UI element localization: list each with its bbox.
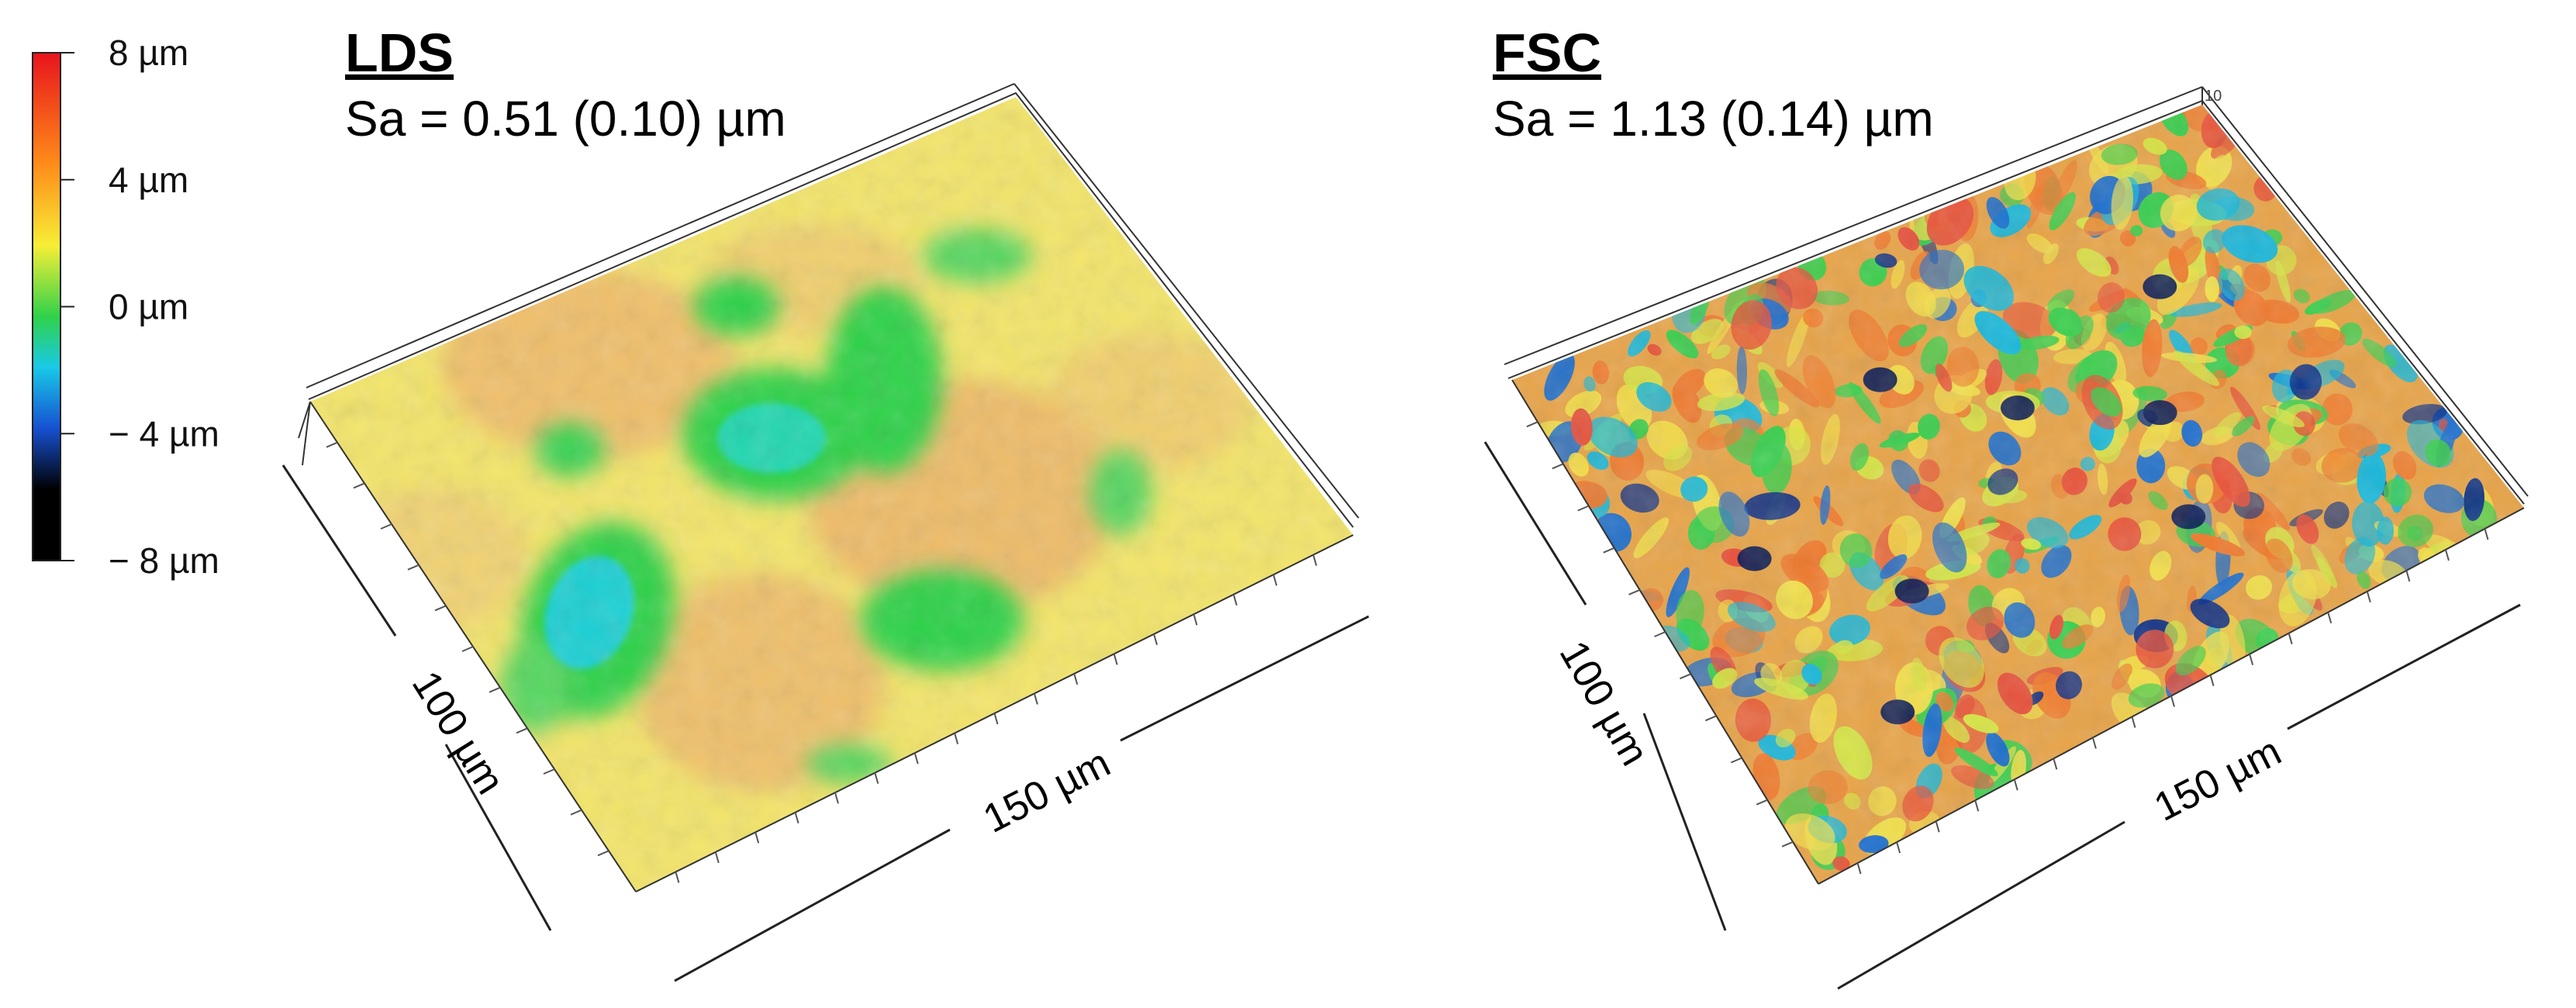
- axis-tick: [489, 686, 501, 693]
- axis-tick: [2170, 696, 2175, 707]
- panel-lds: LDS Sa = 0.51 (0.10) µm: [281, 22, 1369, 982]
- axis-tick: [913, 752, 919, 765]
- axis-tick: [874, 772, 879, 784]
- axis-tick: [1193, 613, 1198, 626]
- axis-tick: [434, 605, 447, 612]
- axis-tick: [1033, 693, 1038, 705]
- axis-tick: [516, 727, 528, 734]
- lds-frame: [306, 83, 1359, 528]
- fsc-surface: [1512, 105, 2524, 884]
- axis-tick: [1730, 757, 1742, 764]
- axis-tick: [353, 482, 365, 489]
- axis-tick: [2444, 549, 2450, 561]
- axis-tick: [1781, 841, 1794, 847]
- axis-tick: [1974, 799, 1980, 812]
- axis-tick: [2209, 675, 2215, 686]
- axis-tick: [2131, 716, 2136, 728]
- axis-tick: [954, 733, 959, 744]
- axis-tick: [1526, 421, 1538, 428]
- axis-tick: [1113, 654, 1118, 665]
- axis-tick: [1756, 799, 1768, 806]
- axis-tick: [543, 768, 555, 775]
- axis-tick: [1896, 841, 1901, 854]
- axis-tick: [326, 441, 338, 448]
- axis-tick: [597, 850, 609, 857]
- axis-tick: [1935, 820, 1940, 833]
- fsc-corner-label: 10: [2205, 88, 2222, 105]
- colorbar-gradient: [32, 52, 61, 561]
- colorbar: 8 µm 4 µm 0 µm − 4 µm − 8 µm: [32, 33, 219, 581]
- panel-lds-title: LDS: [345, 22, 454, 83]
- axis-tick: [1312, 554, 1317, 566]
- lds-width-label: 150 µm: [976, 740, 1117, 842]
- panel-fsc: FSC Sa = 1.13 (0.14) µm 10 100 µm 150 µ: [1483, 22, 2529, 990]
- axis-tick: [993, 713, 999, 725]
- axis-tick: [1552, 463, 1564, 470]
- lds-dimension-lines: [281, 464, 1369, 982]
- panel-fsc-title: FSC: [1493, 22, 1601, 83]
- axis-tick: [2091, 737, 2097, 749]
- panel-lds-sa-value: Sa = 0.51 (0.10) µm: [345, 91, 786, 147]
- axis-tick: [1654, 631, 1666, 637]
- axis-tick: [1680, 673, 1691, 680]
- panel-fsc-sa-value: Sa = 1.13 (0.14) µm: [1493, 91, 1934, 147]
- axis-tick: [675, 872, 680, 883]
- axis-tick: [1232, 594, 1238, 606]
- axis-tick: [2053, 758, 2058, 770]
- lds-depth-label: 100 µm: [403, 664, 513, 803]
- axis-tick: [1073, 673, 1079, 685]
- axis-tick: [2249, 654, 2254, 665]
- axis-tick: [754, 832, 760, 844]
- fsc-depth-label: 100 µm: [1551, 633, 1657, 773]
- axis-tick: [1153, 633, 1159, 646]
- axis-tick: [2405, 570, 2411, 582]
- axis-tick: [1272, 574, 1278, 586]
- colorbar-tick-label: − 4 µm: [109, 413, 219, 454]
- axis-tick: [1628, 589, 1640, 595]
- colorbar-tick-label: 4 µm: [109, 160, 188, 200]
- axis-tick: [2327, 612, 2333, 623]
- axis-tick: [461, 646, 474, 652]
- colorbar-ticks: 8 µm 4 µm 0 µm − 4 µm − 8 µm: [60, 33, 219, 581]
- axis-tick: [1577, 505, 1590, 512]
- axis-tick: [1856, 862, 1862, 875]
- axis-tick: [2484, 528, 2489, 540]
- axis-tick: [1603, 547, 1615, 554]
- axis-tick: [407, 564, 420, 571]
- fsc-frame: [1504, 86, 2529, 505]
- lds-surface: [310, 97, 1353, 892]
- colorbar-tick-label: 0 µm: [109, 287, 188, 327]
- axis-tick: [834, 792, 839, 804]
- axis-tick: [380, 523, 392, 530]
- axis-tick: [570, 809, 582, 816]
- axis-tick: [2288, 633, 2293, 644]
- colorbar-tick-label: 8 µm: [109, 33, 188, 73]
- fsc-width-label: 150 µm: [2147, 729, 2288, 830]
- axis-tick: [714, 851, 720, 864]
- fsc-dimension-lines: [1483, 441, 2521, 990]
- colorbar-tick-label: − 8 µm: [109, 540, 219, 581]
- axis-tick: [2366, 591, 2371, 603]
- axis-tick: [794, 812, 799, 824]
- axis-tick: [2013, 779, 2018, 791]
- axis-tick: [1704, 715, 1717, 722]
